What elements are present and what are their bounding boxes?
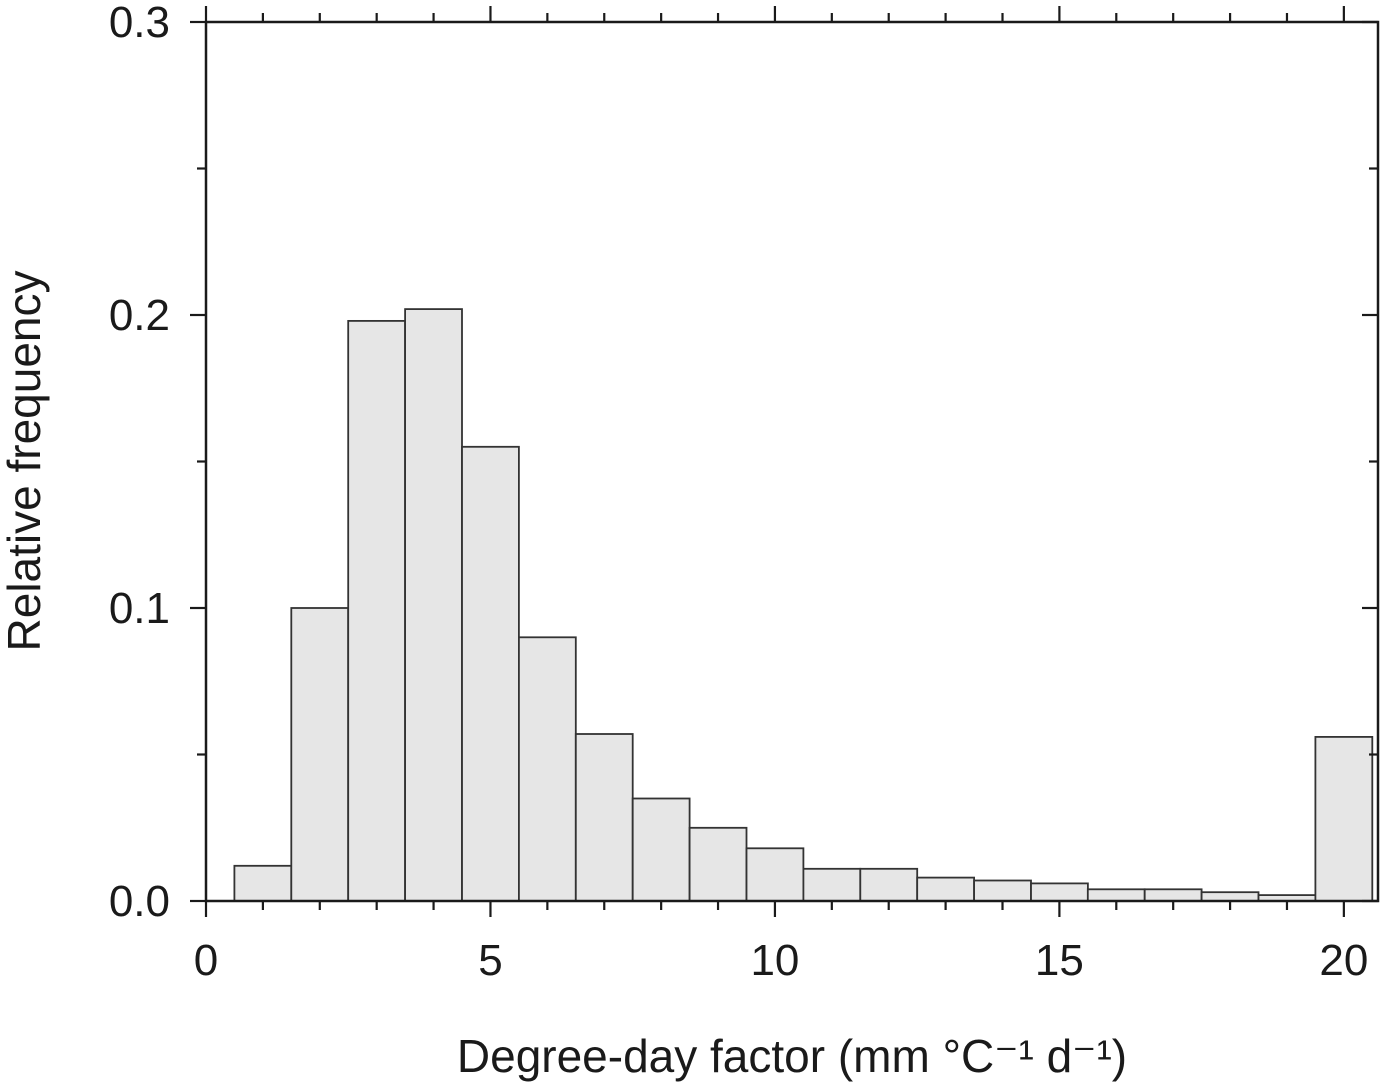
histogram-bar-12 bbox=[859, 867, 919, 902]
histogram-bar-14 bbox=[973, 879, 1032, 902]
x-tick-label: 5 bbox=[478, 936, 502, 985]
histogram-bar-18 bbox=[1200, 891, 1260, 902]
x-tick-label: 15 bbox=[1035, 936, 1084, 985]
histogram-bar-2 bbox=[290, 607, 350, 902]
labels-layer: 0 5 10 15 20 0.0 0.1 0.2 0.3 bbox=[109, 0, 1369, 985]
x-tick-label: 0 bbox=[194, 936, 218, 985]
histogram-bar-3 bbox=[347, 319, 407, 902]
y-axis-label: Relative frequency bbox=[0, 271, 50, 652]
bars-layer bbox=[233, 308, 1374, 902]
plot-frame bbox=[204, 20, 1380, 903]
y-tick-label: 0.3 bbox=[109, 0, 170, 47]
histogram-bar-13 bbox=[916, 876, 976, 902]
histogram-bar-1 bbox=[233, 864, 293, 902]
histogram-bar-10 bbox=[745, 847, 805, 902]
histogram-bar-8 bbox=[631, 797, 691, 902]
histogram-bar-4 bbox=[404, 308, 463, 902]
histogram-bar-15 bbox=[1030, 882, 1089, 902]
histogram-bar-7 bbox=[574, 733, 634, 902]
y-tick-label: 0.0 bbox=[109, 877, 170, 926]
x-axis-label: Degree-day factor (mm °C⁻¹ d⁻¹) bbox=[457, 1030, 1127, 1082]
histogram-bar-17 bbox=[1143, 888, 1203, 902]
histogram-bar-11 bbox=[802, 867, 862, 902]
y-tick-label: 0.1 bbox=[109, 584, 170, 633]
histogram-bar-9 bbox=[688, 826, 748, 902]
histogram-bar-5 bbox=[461, 445, 520, 902]
x-tick-label: 20 bbox=[1319, 936, 1368, 985]
histogram-bar-6 bbox=[518, 636, 577, 902]
histogram-bar-16 bbox=[1086, 888, 1146, 902]
y-tick-label: 0.2 bbox=[109, 291, 170, 340]
x-tick-label: 10 bbox=[750, 936, 799, 985]
histogram-bar-20 bbox=[1314, 736, 1374, 902]
